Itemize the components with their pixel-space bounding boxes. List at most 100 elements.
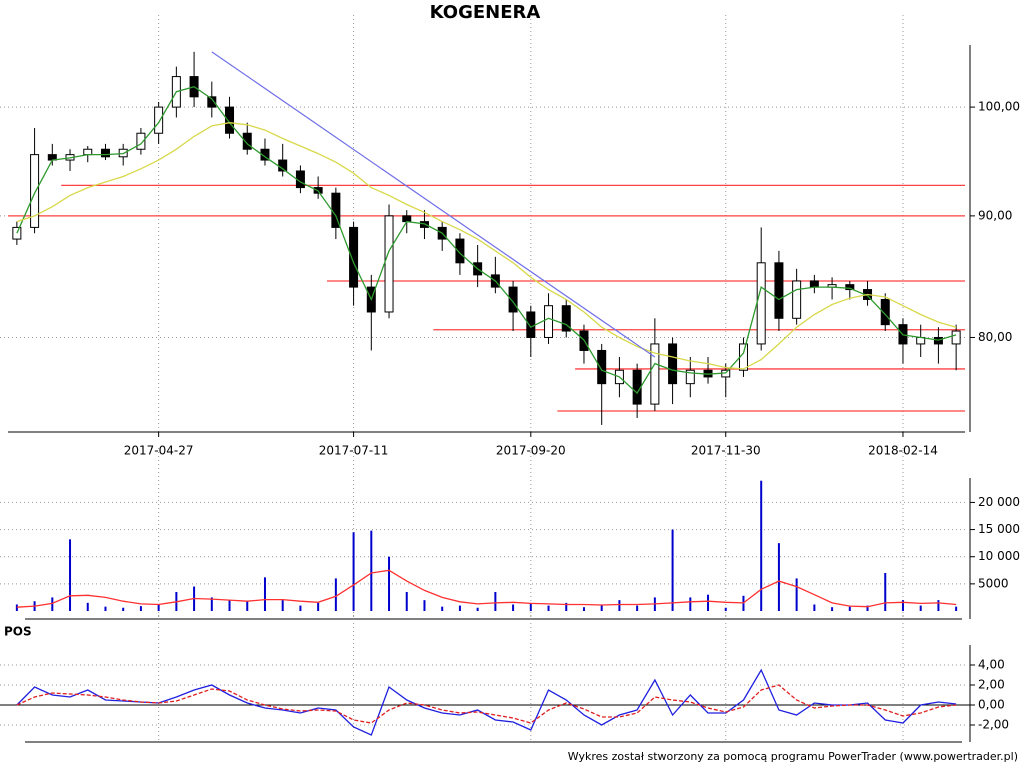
volume-bar xyxy=(724,607,727,611)
trend-line xyxy=(211,51,656,358)
candle-body xyxy=(12,226,22,240)
candle-body xyxy=(685,369,695,385)
candle-body xyxy=(384,215,394,313)
indicator-line xyxy=(16,122,957,370)
volume-bar xyxy=(671,529,674,611)
candle-body xyxy=(526,311,536,338)
volume-bar xyxy=(15,604,18,611)
candle-body xyxy=(668,343,678,385)
volume-bar xyxy=(299,605,302,611)
y-tick-label: 15 000 xyxy=(978,522,1020,536)
y-tick-label: 10 000 xyxy=(978,549,1020,563)
volume-bar xyxy=(51,597,54,611)
volume-bar xyxy=(529,602,532,611)
y-tick-label: 4,00 xyxy=(978,658,1005,672)
volume-bar xyxy=(494,592,497,611)
candle-body xyxy=(154,106,164,134)
candle-body xyxy=(597,349,607,385)
x-tick-label: 2017-11-30 xyxy=(691,444,761,458)
volume-bar xyxy=(388,556,391,611)
candle-body xyxy=(225,106,235,134)
volume-bar xyxy=(636,605,639,611)
volume-bar xyxy=(228,600,231,611)
volume-bar xyxy=(139,606,142,611)
volume-bar xyxy=(866,605,869,611)
volume-bar xyxy=(919,605,922,611)
volume-bar xyxy=(334,578,337,611)
volume-bar xyxy=(831,607,834,611)
y-tick-label: 20 000 xyxy=(978,495,1020,509)
indicator-line xyxy=(16,668,957,736)
candle-body xyxy=(544,305,554,338)
volume-bar xyxy=(937,600,940,611)
volume-bar xyxy=(955,606,958,611)
x-tick-label: 2017-07-11 xyxy=(319,444,389,458)
candle-body xyxy=(809,280,819,288)
candle-body xyxy=(880,298,890,326)
candle-body xyxy=(349,226,359,288)
indicator-line xyxy=(16,569,957,608)
volume-bar xyxy=(104,606,107,611)
volume-bar xyxy=(848,606,851,611)
y-tick-label: 90,00 xyxy=(978,208,1012,222)
candle-body xyxy=(402,215,412,223)
volume-bar xyxy=(317,602,320,611)
volume-bar xyxy=(795,578,798,611)
x-tick-label: 2018-02-14 xyxy=(868,444,938,458)
candle-body xyxy=(951,330,961,345)
volume-bar xyxy=(157,604,160,611)
indicator-line xyxy=(16,684,957,724)
volume-bar xyxy=(901,600,904,611)
volume-bar xyxy=(777,543,780,611)
volume-bar xyxy=(512,604,515,611)
x-tick-label: 2017-09-20 xyxy=(496,444,566,458)
y-tick-label: 80,00 xyxy=(978,330,1012,344)
candle-body xyxy=(845,284,855,291)
volume-bar xyxy=(423,600,426,611)
indicator-line xyxy=(16,85,957,395)
footer: Wykres został stworzony za pomocą progra… xyxy=(568,750,1018,763)
volume-bar xyxy=(618,600,621,611)
y-tick-label: 2,00 xyxy=(978,678,1005,692)
volume-bar xyxy=(760,480,763,611)
volume-bar xyxy=(370,530,373,611)
y-tick-label: 0,00 xyxy=(978,698,1005,712)
volume-bar xyxy=(86,602,89,611)
candle-body xyxy=(83,148,93,156)
volume-bar xyxy=(476,607,479,611)
volume-bar xyxy=(707,594,710,611)
candle-body xyxy=(792,280,802,319)
volume-bar xyxy=(689,597,692,611)
volume-bar xyxy=(263,577,266,611)
candle-body xyxy=(30,154,40,228)
candle-body xyxy=(561,305,571,332)
volume-bar xyxy=(813,604,816,611)
volume-bar xyxy=(565,602,568,611)
candle-body xyxy=(455,238,465,264)
candle-body xyxy=(136,132,146,150)
volume-bar xyxy=(600,604,603,611)
panel-title: POS xyxy=(4,625,32,639)
y-tick-label: -2,00 xyxy=(978,718,1009,732)
y-tick-label: 5000 xyxy=(978,576,1009,590)
volume-bar xyxy=(281,600,284,611)
volume-bar xyxy=(69,539,72,611)
volume-bar xyxy=(458,605,461,611)
candle-body xyxy=(774,262,784,319)
candle-body xyxy=(242,132,252,150)
volume-bar xyxy=(884,573,887,611)
candle-body xyxy=(207,96,217,108)
x-tick-label: 2017-04-27 xyxy=(124,444,194,458)
volume-bar xyxy=(246,601,249,611)
candle-body xyxy=(100,148,110,158)
volume-bar xyxy=(210,597,213,611)
candle-body xyxy=(650,343,660,405)
chart-title: KOGENERA xyxy=(430,2,541,23)
volume-bar xyxy=(547,605,550,611)
volume-bar xyxy=(352,532,355,611)
volume-bar xyxy=(582,607,585,611)
volume-bar xyxy=(405,592,408,611)
volume-bar xyxy=(441,606,444,611)
volume-bar xyxy=(122,607,125,611)
